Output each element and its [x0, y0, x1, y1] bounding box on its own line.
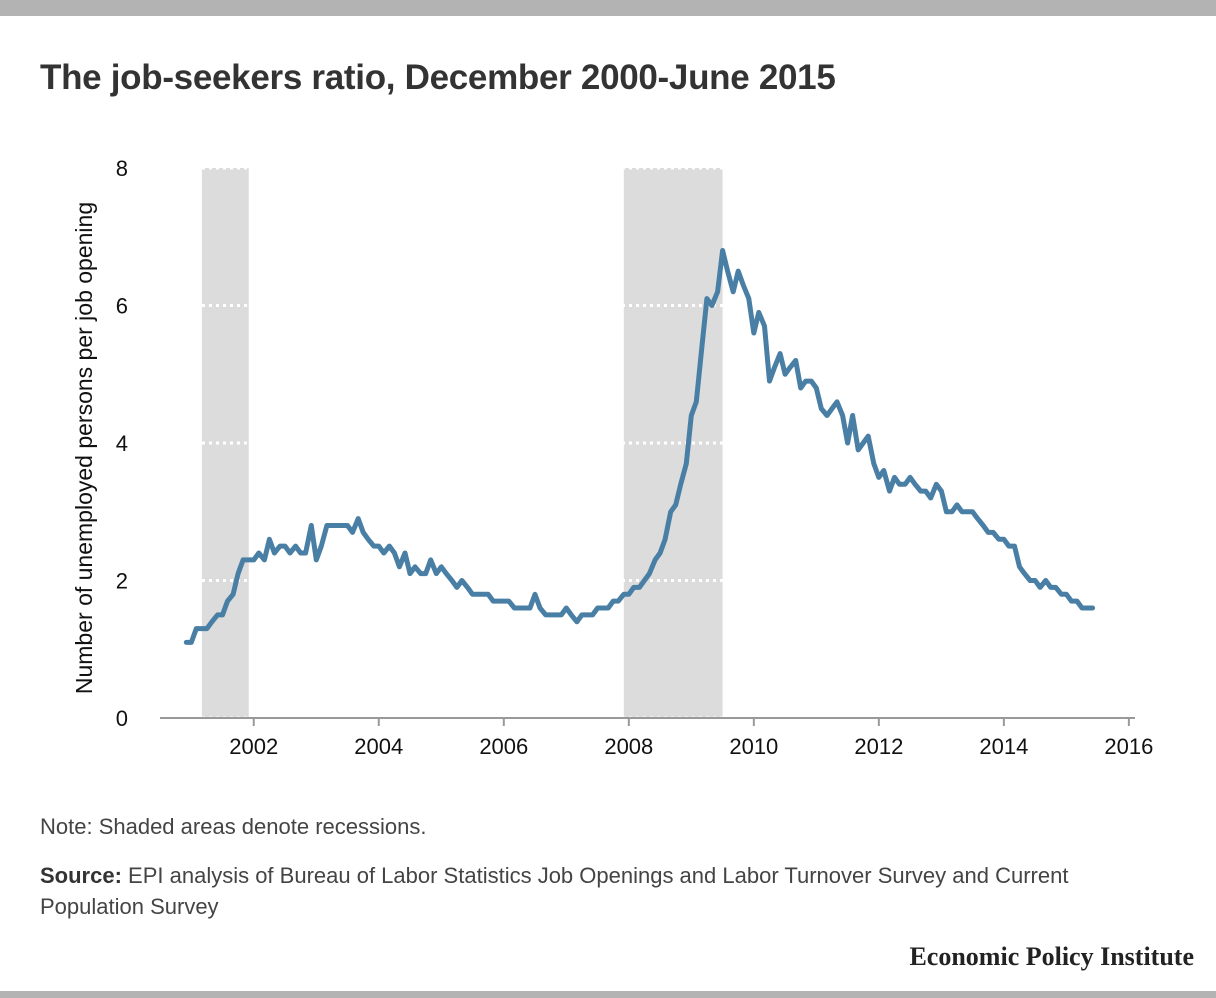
- x-tick-label-2004: 2004: [354, 734, 403, 759]
- chart-source: Source: EPI analysis of Bureau of Labor …: [40, 860, 1160, 922]
- x-tick-label-2010: 2010: [729, 734, 778, 759]
- bottom-border-bar: [0, 991, 1216, 998]
- y-axis-label: Number of unemployed persons per job ope…: [71, 202, 97, 694]
- y-ticks: 0 2 4 6 8: [116, 156, 128, 731]
- y-tick-label-4: 4: [116, 431, 128, 456]
- series-line-job-seekers-ratio: [183, 248, 1096, 645]
- y-tick-label-2: 2: [116, 569, 128, 594]
- x-ticks: 2002 2004 2006 2008 2010 2012 2014 2016: [229, 718, 1153, 759]
- x-tick-label-2006: 2006: [479, 734, 528, 759]
- chart-area: 2002 2004 2006 2008 2010 2012 2014 2016 0 2 4 6 8 N…: [71, 156, 1153, 759]
- top-border-bar: [0, 0, 1216, 16]
- x-tick-label-2014: 2014: [979, 734, 1028, 759]
- source-label: Source:: [40, 863, 122, 888]
- x-tick-label-2016: 2016: [1104, 734, 1153, 759]
- y-tick-label-0: 0: [116, 706, 128, 731]
- source-text: EPI analysis of Bureau of Labor Statisti…: [40, 863, 1069, 919]
- y-tick-label-8: 8: [116, 156, 128, 181]
- x-tick-label-2012: 2012: [854, 734, 903, 759]
- x-tick-label-2002: 2002: [229, 734, 278, 759]
- chart-note: Note: Shaded areas denote recessions.: [40, 814, 427, 839]
- brand-logo: Economic Policy Institute: [909, 942, 1194, 971]
- chart-title: The job-seekers ratio, December 2000-Jun…: [40, 58, 836, 97]
- y-tick-label-6: 6: [116, 294, 128, 319]
- x-tick-label-2008: 2008: [604, 734, 653, 759]
